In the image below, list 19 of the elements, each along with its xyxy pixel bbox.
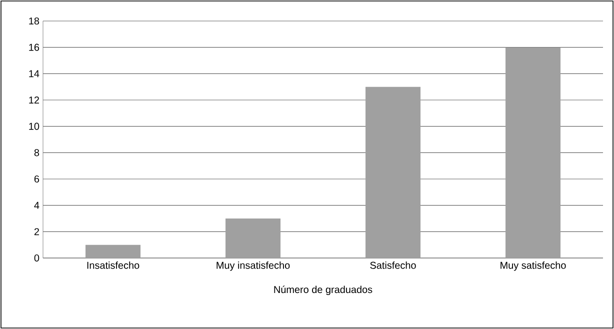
- x-tick-label: Muy insatisfecho: [216, 262, 290, 271]
- y-tick-label: 18: [29, 17, 40, 25]
- bar: [226, 218, 281, 258]
- x-axis-title: Número de graduados: [274, 286, 372, 296]
- x-tick-label: Muy satisfecho: [500, 262, 566, 271]
- bar: [86, 244, 141, 258]
- bar: [506, 47, 561, 258]
- y-tick-label: 12: [29, 96, 39, 104]
- y-tick-label: 14: [29, 70, 40, 78]
- x-tick-label: Insatisfecho: [87, 262, 140, 269]
- y-tick-label: 16: [29, 44, 40, 51]
- bar: [366, 86, 421, 258]
- y-tick-label: 4: [34, 202, 40, 209]
- y-tick-label: 6: [34, 175, 40, 183]
- y-tick-label: 8: [34, 149, 40, 156]
- y-tick-label: 0: [34, 254, 40, 262]
- y-tick-label: 10: [29, 122, 40, 130]
- x-tick-label: Satisfecho: [370, 262, 416, 269]
- y-tick-label: 2: [34, 228, 39, 236]
